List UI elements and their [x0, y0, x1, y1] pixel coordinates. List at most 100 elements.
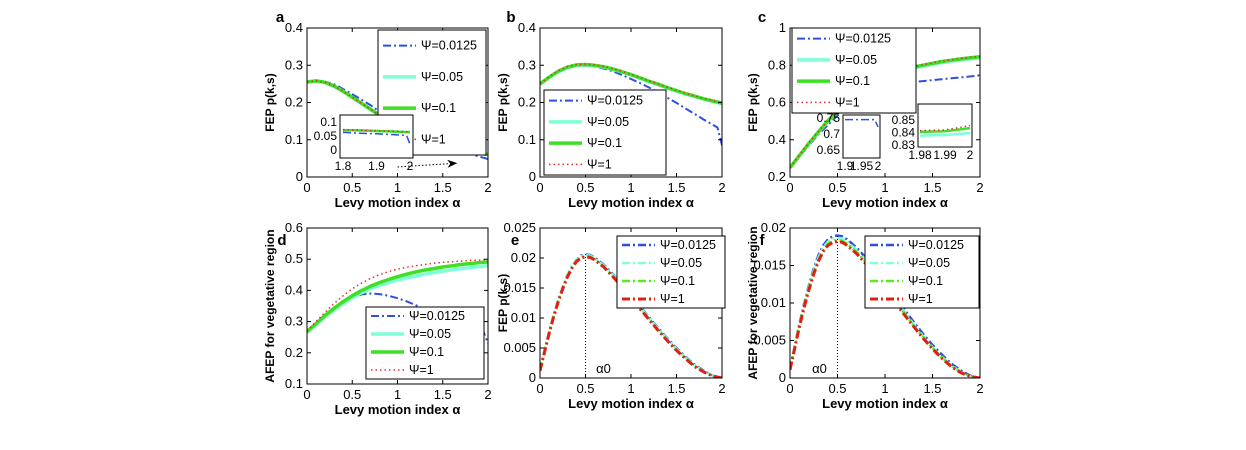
y-tick-label: 0.6: [285, 220, 303, 235]
legend-label: Ψ=1: [660, 292, 685, 306]
y-tick-label: 0.1: [285, 132, 303, 147]
inset-y-tick-label: 0.84: [892, 126, 916, 140]
y-axis-label: AFEP for vegetative region: [263, 229, 277, 382]
series-line-4: [540, 63, 722, 104]
legend-label: Ψ=0.05: [835, 53, 877, 67]
legend-label: Ψ=0.05: [409, 327, 451, 341]
x-tick-label: 1.5: [434, 180, 452, 195]
y-tick-label: 0.5: [285, 251, 303, 266]
y-tick-label: 0.1: [285, 376, 303, 391]
y-tick-label: 0: [779, 370, 786, 385]
y-tick-label: 0.2: [285, 95, 303, 110]
series-line-4: [307, 259, 488, 332]
inset-series-line: [342, 129, 410, 133]
legend-box: [791, 27, 917, 114]
y-tick-label: 0: [529, 169, 536, 184]
legend-label: Ψ=0.05: [908, 256, 950, 270]
inset-series-line: [342, 131, 411, 145]
inset-x-tick-label: 1.9: [368, 159, 385, 173]
x-tick-label: 1: [881, 381, 888, 396]
x-tick-label: 0: [536, 180, 543, 195]
x-tick-label: 1: [394, 180, 401, 195]
series-group: [540, 253, 722, 378]
legend-label: Ψ=0.05: [660, 256, 702, 270]
y-tick-label: 0.4: [285, 282, 303, 297]
panel-label: e: [511, 232, 519, 249]
y-tick-label: 0.6: [768, 95, 786, 110]
y-tick-label: 0.005: [503, 340, 536, 355]
legend-label: Ψ=0.1: [409, 345, 444, 359]
x-tick-label: 1.5: [923, 381, 941, 396]
y-tick-label: 0.015: [503, 280, 536, 295]
x-tick-label: 1: [394, 387, 401, 402]
x-tick-label: 1.5: [923, 180, 941, 195]
inset-y-tick-label: 0: [330, 143, 337, 157]
inset-series-line: [919, 124, 971, 132]
y-tick-label: 0.015: [753, 258, 786, 273]
y-tick-label: 0.005: [753, 333, 786, 348]
y-tick-label: 0.02: [511, 250, 536, 265]
x-tick-label: 2: [484, 387, 491, 402]
x-tick-label: 1.5: [667, 381, 685, 396]
x-tick-label: 1: [881, 180, 888, 195]
y-tick-label: 0.3: [285, 314, 303, 329]
alpha0-annotation: α0: [596, 361, 611, 376]
panel-d: d 0 0.5 1 1.5 2 0.1 0.2 0.3 0.4 0.5 0.6 Levy motion …: [263, 220, 492, 417]
inset-series-line: [919, 126, 971, 134]
x-tick-label: 0.5: [576, 381, 594, 396]
inset-y-tick-label: 0.65: [817, 143, 841, 157]
legend-label: Ψ=0.1: [908, 274, 943, 288]
x-tick-label: 0.5: [343, 180, 361, 195]
legend: Ψ=0.0125 Ψ=0.05 Ψ=0.1 Ψ=1: [864, 235, 980, 309]
y-tick-label: 0.02: [761, 220, 786, 235]
legend-label: Ψ=1: [835, 95, 860, 109]
pointer-arrow: [397, 159, 458, 168]
y-tick-label: 0: [529, 370, 536, 385]
y-axis-label: AFEP for vegetative region: [746, 226, 760, 379]
legend: Ψ=0.0125 Ψ=0.05 Ψ=0.1 Ψ=1: [377, 29, 487, 156]
y-tick-label: 0.2: [768, 169, 786, 184]
legend: Ψ=0.0125 Ψ=0.05 Ψ=0.1 Ψ=1: [791, 27, 917, 114]
x-axis-label: Levy motion index α: [568, 396, 694, 411]
inset-plot: 1.8 1.9 2 00.050.1: [314, 114, 414, 173]
y-tick-label: 0.4: [768, 132, 786, 147]
legend-label: Ψ=0.1: [587, 136, 622, 150]
inset-series-line: [919, 131, 971, 137]
inset-y-tick-label: 0.85: [892, 113, 916, 127]
y-tick-label: 1: [779, 20, 786, 35]
series-line-4: [540, 255, 722, 378]
legend-label: Ψ=0.0125: [660, 238, 716, 252]
legend-label: Ψ=0.1: [660, 274, 695, 288]
y-tick-label: 0.3: [285, 57, 303, 72]
panel-label: a: [276, 9, 285, 26]
x-axis-label: Levy motion index α: [822, 195, 948, 210]
inset-x-tick-label: 1.9: [837, 159, 854, 173]
x-tick-label: 1.5: [667, 180, 685, 195]
y-axis-label: FEP p(k,s): [496, 274, 510, 332]
x-tick-label: 2: [718, 381, 725, 396]
inset-y-tick-label: 0.05: [314, 129, 338, 143]
y-tick-label: 0.2: [518, 95, 536, 110]
alpha0-annotation: α0: [812, 361, 827, 376]
x-tick-label: 1: [627, 381, 634, 396]
legend-label: Ψ=0.0125: [421, 39, 477, 53]
x-tick-label: 0: [303, 180, 310, 195]
x-axis-label: Levy motion index α: [568, 195, 694, 210]
inset-x-tick-label: 1.99: [933, 148, 957, 162]
x-tick-label: 0: [536, 381, 543, 396]
x-axis-label: Levy motion index α: [822, 396, 948, 411]
inset-x-tick-label: 1.95: [850, 159, 874, 173]
inset-x-tick-label: 1.98: [908, 148, 932, 162]
panel-label: c: [758, 9, 766, 26]
legend-label: Ψ=0.05: [587, 115, 629, 129]
inset-box: [842, 114, 881, 159]
x-tick-label: 0.5: [576, 180, 594, 195]
y-axis-label: FEP p(k,s): [496, 73, 510, 131]
x-tick-label: 2: [976, 180, 983, 195]
inset-box: [917, 103, 973, 148]
legend: Ψ=0.0125 Ψ=0.05 Ψ=0.1 Ψ=1: [365, 306, 485, 380]
x-axis-label: Levy motion index α: [335, 195, 461, 210]
inset-x-tick-label: 1.8: [335, 159, 352, 173]
legend-label: Ψ=1: [421, 132, 446, 146]
